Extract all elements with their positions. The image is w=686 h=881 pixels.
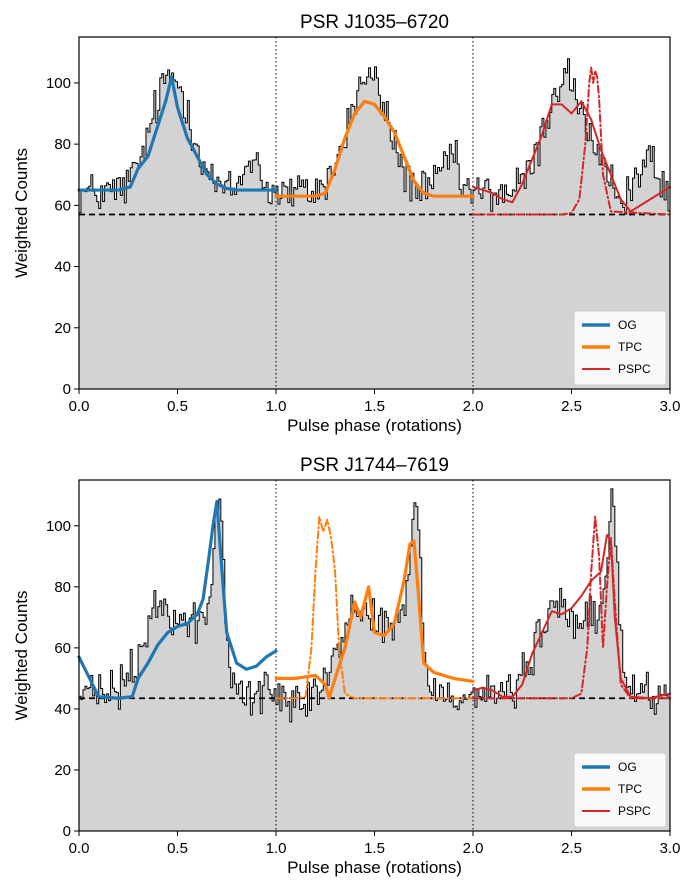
histogram-fill — [79, 58, 670, 390]
legend-label-pspc: PSPC — [618, 804, 651, 818]
legend-label-tpc: TPC — [618, 340, 642, 354]
legend-label-pspc: PSPC — [618, 362, 651, 376]
y-tick-label: 60 — [54, 640, 71, 657]
y-tick-label: 80 — [54, 579, 71, 596]
histogram-steps — [79, 488, 670, 723]
x-tick-label: 1.5 — [364, 398, 385, 415]
legend-box — [573, 310, 667, 386]
x-tick-label: 1.5 — [364, 840, 385, 857]
legend: OG TPC PSPC — [573, 310, 667, 386]
chart-title: PSR J1035–6720 — [300, 12, 449, 33]
x-tick-label: 3.0 — [660, 840, 681, 857]
x-tick-label: 3.0 — [660, 398, 681, 415]
x-tick-label: 2.0 — [463, 840, 484, 857]
chart-title: PSR J1744–7619 — [300, 455, 449, 476]
legend-label-tpc: TPC — [618, 782, 642, 796]
x-tick-label: 0.5 — [167, 840, 188, 857]
y-tick-label: 20 — [54, 762, 71, 779]
legend-label-og: OG — [618, 318, 637, 332]
series-line-og — [77, 499, 278, 700]
series-line-tpc — [274, 99, 475, 198]
x-tick-label: 1.0 — [266, 398, 287, 415]
x-tick-label: 0.0 — [69, 840, 90, 857]
y-tick-label: 20 — [54, 320, 71, 337]
y-tick-label: 0 — [63, 381, 71, 398]
chart-panel-1: 0.0 0.5 1.0 1.5 2.0 2.5 3.0 0 20 40 60 80 100 PSR J10… — [12, 12, 680, 435]
x-tick-label: 0.0 — [69, 398, 90, 415]
histogram-fill — [79, 488, 670, 831]
series-line-2-dashdot — [275, 515, 474, 700]
series-line-pspc — [472, 100, 671, 213]
y-axis-label: Weighted Counts — [12, 590, 31, 720]
y-tick-label: 100 — [46, 75, 71, 92]
y-tick-label: 100 — [46, 518, 71, 535]
x-axis-label: Pulse phase (rotations) — [287, 416, 462, 435]
legend-label-og: OG — [618, 760, 637, 774]
series-line-3-dashdot — [472, 66, 671, 216]
series-line-tpc — [274, 539, 475, 700]
x-tick-label: 2.5 — [561, 840, 582, 857]
y-tick-label: 40 — [54, 701, 71, 718]
y-tick-label: 80 — [54, 136, 71, 153]
legend: OG TPC PSPC — [573, 752, 667, 828]
chart-panel-2: 0.0 0.5 1.0 1.5 2.0 2.5 3.0 0 20 40 60 80 100 PSR J17… — [12, 455, 680, 877]
y-tick-label: 60 — [54, 197, 71, 214]
series-line-og — [77, 75, 278, 192]
x-axis-label: Pulse phase (rotations) — [287, 858, 462, 877]
legend-box — [573, 752, 667, 828]
series-line-4-dashdot — [472, 515, 671, 700]
histogram-steps — [79, 58, 670, 215]
x-tick-label: 0.5 — [167, 398, 188, 415]
x-tick-label: 2.0 — [463, 398, 484, 415]
y-tick-label: 40 — [54, 259, 71, 276]
y-axis-label: Weighted Counts — [12, 148, 31, 278]
x-tick-label: 2.5 — [561, 398, 582, 415]
x-tick-label: 1.0 — [266, 840, 287, 857]
y-tick-label: 0 — [63, 823, 71, 840]
